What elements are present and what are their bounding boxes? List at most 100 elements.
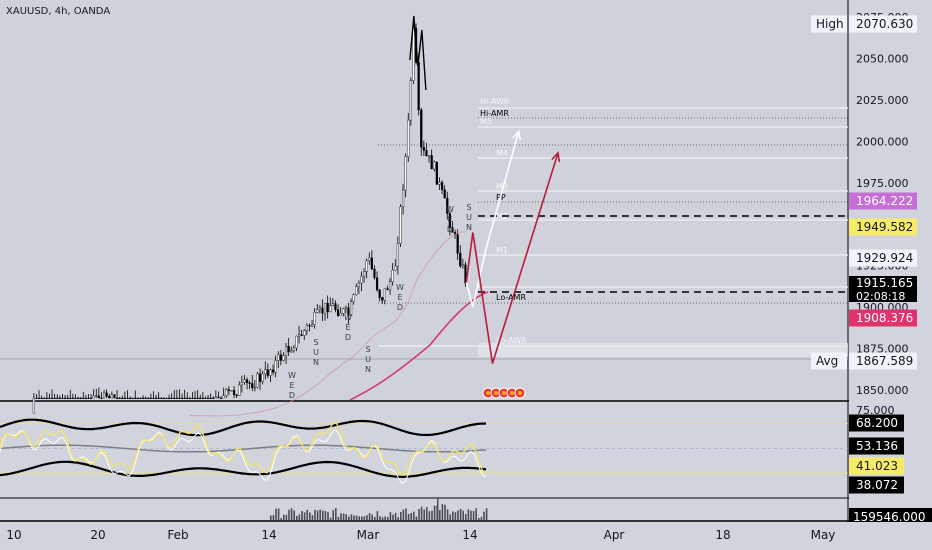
rsi-tag-value: 38.072 <box>856 478 898 492</box>
price-tag-value: 1949.582 <box>856 220 913 234</box>
rsi-tag <box>849 457 904 475</box>
volume-bar <box>415 516 418 520</box>
candle <box>71 397 74 400</box>
candle <box>89 397 93 400</box>
candle <box>440 182 444 190</box>
day-label: N <box>466 223 472 232</box>
volume-bar <box>400 511 402 520</box>
volume-bar <box>402 509 405 520</box>
volume-bar <box>387 517 389 520</box>
volume-bar <box>475 508 477 520</box>
candle <box>66 397 69 400</box>
volume-bar <box>389 512 392 520</box>
day-label: S <box>466 203 471 212</box>
candle <box>336 309 340 316</box>
volume-bar <box>275 508 277 520</box>
volume-bar <box>457 510 459 520</box>
event-icons[interactable] <box>482 387 526 399</box>
price-axis[interactable]: 2075.0002050.0002025.0002000.0001975.000… <box>811 0 932 525</box>
volume-bar <box>293 510 295 520</box>
volume-bar <box>329 517 332 520</box>
price-tick-label: 2050.000 <box>856 52 909 65</box>
candle <box>425 150 428 157</box>
candle <box>76 397 80 400</box>
volume-bar <box>342 513 345 520</box>
rsi-tag-value: 41.023 <box>856 459 898 473</box>
candle <box>438 182 441 185</box>
volume-bar <box>319 509 321 520</box>
oscillator-pane[interactable] <box>0 418 848 484</box>
projections <box>465 129 561 364</box>
candle <box>69 397 72 400</box>
candle <box>355 286 358 295</box>
candle <box>305 325 308 331</box>
volume-bar <box>444 504 446 520</box>
candle <box>165 397 168 400</box>
pivot-label: Lo-AWR <box>496 336 527 345</box>
time-tick-label: May <box>811 528 836 542</box>
volume-bar <box>423 509 425 520</box>
price-tag <box>849 15 917 33</box>
candle <box>388 281 392 291</box>
candle <box>456 234 459 254</box>
candle <box>131 397 134 400</box>
candle <box>238 384 241 396</box>
event-flag-icon <box>502 391 506 395</box>
pivot-label: M4 <box>496 149 508 158</box>
volume-bar <box>288 509 290 520</box>
candle <box>95 395 98 397</box>
rsi-tag <box>849 437 904 455</box>
volume-bar <box>283 514 285 520</box>
candle <box>378 289 381 298</box>
candle <box>82 397 85 400</box>
day-label: E <box>289 381 294 390</box>
volume-bar <box>459 508 462 520</box>
pivot-label: M5 <box>480 117 492 126</box>
candle <box>365 260 368 272</box>
pivot-label: M1 <box>496 246 508 255</box>
candle <box>360 275 363 284</box>
time-tick-label: 14 <box>462 528 477 542</box>
day-label: W <box>396 283 404 292</box>
candle <box>464 264 467 284</box>
price-tag-value: 1964.222 <box>856 194 913 208</box>
volume-bar <box>397 517 399 520</box>
candle <box>251 383 254 388</box>
pivot-label: M3 <box>496 182 508 191</box>
time-tick-label: Mar <box>357 528 380 542</box>
candle <box>362 271 366 277</box>
band-mid-line <box>0 444 487 453</box>
time-axis[interactable]: 10 20 Feb 14 Mar 14 Apr 18 May <box>0 522 932 550</box>
volume-bar <box>285 514 288 520</box>
price-tag-prefix-box <box>811 352 847 370</box>
candle <box>443 189 446 199</box>
candle <box>352 294 355 302</box>
candle <box>56 397 59 400</box>
volume-bar <box>311 515 314 520</box>
day-label: W <box>344 313 352 322</box>
candle <box>235 394 238 396</box>
candle <box>118 397 121 400</box>
candle <box>222 395 225 399</box>
candle <box>243 379 246 383</box>
candle <box>141 397 145 400</box>
price-tag-prefix: High <box>816 17 844 31</box>
band-upper-line <box>0 418 487 437</box>
volume-bar <box>340 513 342 520</box>
volume-bar <box>374 516 376 520</box>
candle <box>271 369 275 373</box>
candle <box>227 389 230 391</box>
candle <box>199 397 202 400</box>
volume-bar <box>428 511 431 520</box>
candle <box>219 397 223 400</box>
price-tag-value: 1929.924 <box>856 251 913 265</box>
candle <box>407 119 410 158</box>
candle <box>201 397 204 400</box>
candle <box>63 397 67 400</box>
price-tag-prefix: Avg <box>816 354 838 368</box>
candle <box>149 397 152 400</box>
candle <box>97 395 100 399</box>
candle <box>394 265 397 271</box>
